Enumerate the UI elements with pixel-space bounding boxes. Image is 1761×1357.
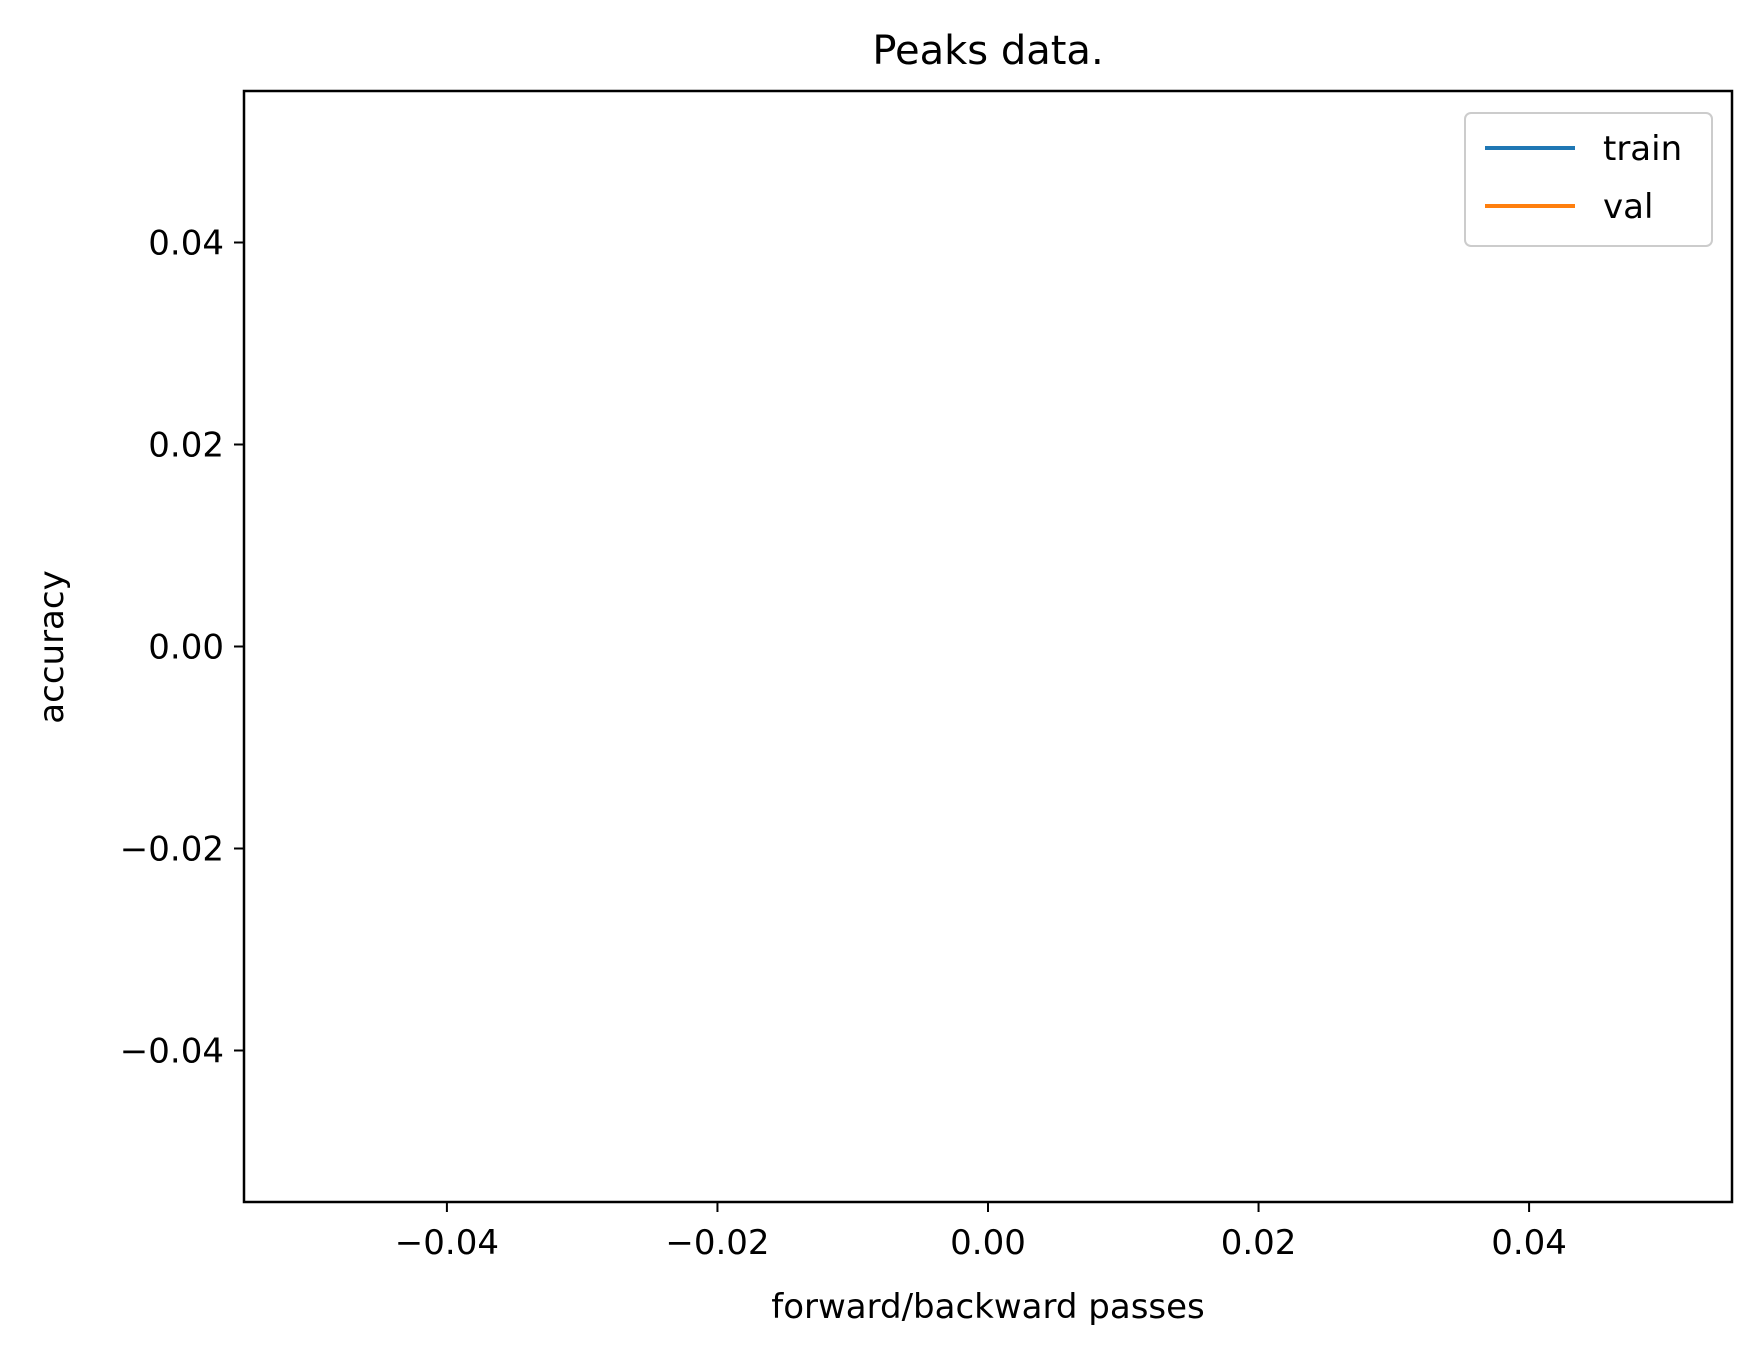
- x-axis-ticks: −0.04 −0.02 0.00 0.02 0.04: [395, 1202, 1567, 1263]
- x-tick-label: 0.02: [1221, 1223, 1297, 1263]
- y-axis-ticks: −0.04 −0.02 0.00 0.02 0.04: [120, 224, 244, 1072]
- y-axis-label: accuracy: [32, 570, 72, 723]
- y-tick-label: −0.02: [120, 830, 224, 870]
- x-tick-label: −0.04: [395, 1223, 499, 1263]
- x-tick-label: 0.04: [1491, 1223, 1567, 1263]
- legend: train val: [1464, 112, 1713, 247]
- x-tick-label: −0.02: [665, 1223, 769, 1263]
- y-tick-label: 0.02: [148, 426, 224, 466]
- y-tick-label: −0.04: [120, 1032, 224, 1072]
- legend-label-train: train: [1603, 129, 1682, 169]
- legend-label-val: val: [1603, 187, 1653, 227]
- x-axis-label: forward/backward passes: [771, 1287, 1205, 1327]
- chart-title: Peaks data.: [872, 28, 1103, 74]
- y-tick-label: 0.04: [148, 224, 224, 264]
- y-tick-label: 0.00: [148, 628, 224, 668]
- x-tick-label: 0.00: [950, 1223, 1026, 1263]
